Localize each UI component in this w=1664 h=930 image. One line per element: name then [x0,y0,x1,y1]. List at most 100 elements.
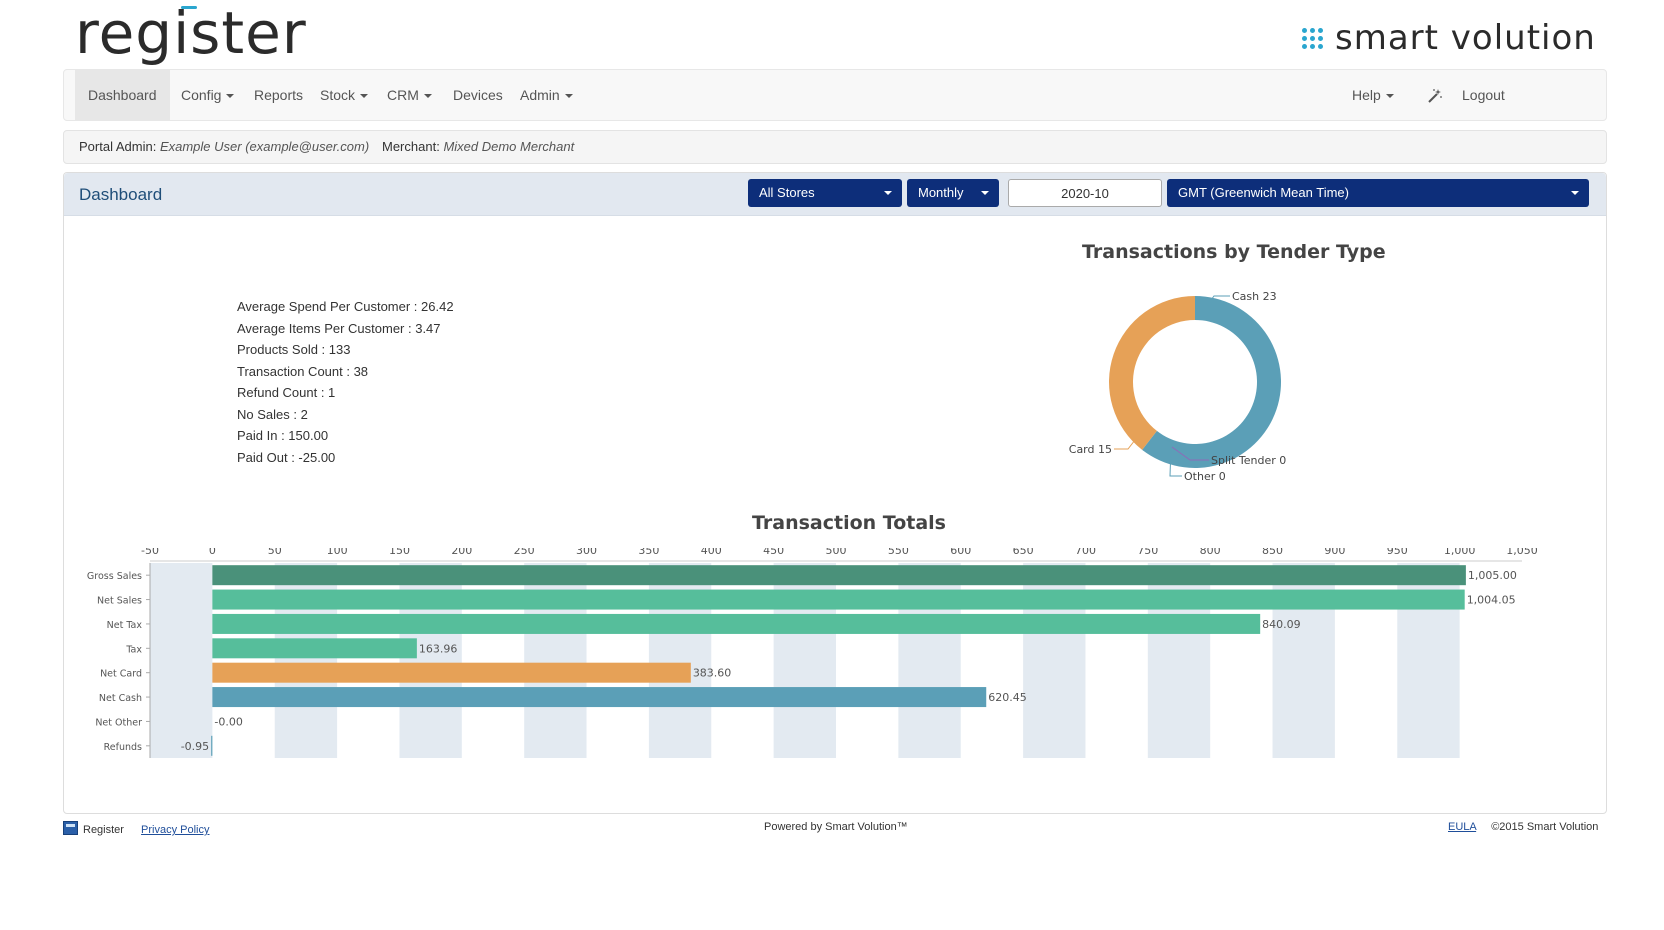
pie-leader-line [1114,430,1143,450]
nav-logout[interactable]: Logout [1447,70,1520,120]
bar-value-label: 620.45 [988,691,1027,704]
pie-data-label: Other 0 [1184,470,1226,483]
stat-no-sales: No Sales : 2 [237,406,308,422]
store-select-value: All Stores [759,185,815,200]
stat-paid-out: Paid Out : -25.00 [237,449,336,465]
period-select[interactable]: Monthly [907,179,999,207]
store-select[interactable]: All Stores [748,179,902,207]
footer-app-name: Register [83,824,124,836]
merchant-info: Merchant: Mixed Demo Merchant [382,131,574,163]
x-tick-label: 850 [1262,548,1283,557]
x-tick-label: 200 [451,548,472,557]
bar-chart-title: Transaction Totals [752,512,946,534]
pie-slice-cash[interactable] [1142,296,1281,468]
bar-net-sales[interactable] [212,589,1465,610]
date-input[interactable]: 2020-10 [1008,179,1162,207]
nav-logout-label: Logout [1462,87,1505,103]
x-tick-label: 0 [209,548,216,557]
stat-avg-spend: Average Spend Per Customer : 26.42 [237,299,454,314]
nav-reports-label: Reports [254,87,304,103]
x-tick-label: 450 [763,548,784,557]
stat-refund-count: Refund Count : 1 [237,385,336,400]
x-tick-label: 900 [1324,548,1345,557]
nav-crm[interactable]: CRM [374,70,445,120]
eula-link[interactable]: EULA [1448,821,1477,833]
nav-help-label: Help [1352,87,1381,103]
x-tick-label: 350 [638,548,659,557]
chevron-down-icon [884,191,892,195]
x-tick-label: 1,000 [1444,548,1476,557]
x-tick-label: 300 [576,548,597,557]
footer-powered-by: Powered by Smart Volution™ [764,821,908,833]
bar-gross-sales[interactable] [212,565,1466,586]
portal-admin-value: Example User (example@user.com) [159,139,370,154]
footer-left: Register Privacy Policy [63,821,210,836]
nav-reports[interactable]: Reports [241,70,316,120]
x-tick-label: 950 [1387,548,1408,557]
chevron-down-icon [360,94,369,99]
timezone-select[interactable]: GMT (Greenwich Mean Time) [1167,179,1589,207]
x-tick-label: 250 [514,548,535,557]
chevron-down-icon [564,94,573,99]
stat-avg-items: Average Items Per Customer : 3.47 [237,320,441,336]
bar-value-label: 1,004.05 [1467,594,1516,607]
nav-dashboard[interactable]: Dashboard [75,70,170,120]
chevron-down-icon [226,94,235,99]
logo-accent-mark [181,6,197,9]
nav-stock[interactable]: Stock [307,70,381,120]
pie-leader-line [1199,295,1230,316]
bar-net-cash[interactable] [212,687,987,708]
x-tick-label: 1,050 [1506,548,1538,557]
bar-net-card[interactable] [212,662,691,683]
x-tick-label: 500 [826,548,847,557]
x-tick-label: 700 [1075,548,1096,557]
y-category-label: Gross Sales [87,571,142,582]
smart-volution-logo: smart volution [1302,14,1596,62]
nav-config[interactable]: Config [168,70,247,120]
bar-value-label: 383.60 [693,667,732,680]
panel-title: Dashboard [79,185,163,204]
chevron-down-icon [1571,191,1579,195]
nav-admin-label: Admin [520,87,560,103]
y-category-label: Tax [125,644,142,655]
nav-devices[interactable]: Devices [440,70,516,120]
chevron-down-icon [981,191,989,195]
x-tick-label: 750 [1137,548,1158,557]
x-tick-label: 400 [701,548,722,557]
pie-data-label: Split Tender 0 [1211,454,1286,467]
y-category-label: Net Tax [107,620,143,631]
footer-copyright: ©2015 Smart Volution [1491,821,1599,833]
magic-wand-icon [1428,89,1442,104]
timezone-select-value: GMT (Greenwich Mean Time) [1178,185,1349,200]
magic-wand-button[interactable] [1414,70,1456,120]
portal-admin-info: Portal Admin: Example User (example@user… [79,131,369,163]
stat-products-sold: Products Sold : 133 [237,342,351,357]
nav-config-label: Config [181,87,222,103]
stat-paid-in: Paid In : 150.00 [237,428,329,443]
pie-data-label: Card 15 [1069,443,1112,456]
merchant-label: Merchant: [382,139,440,154]
pie-slice-card[interactable] [1109,296,1195,450]
pie-leader-line [1171,446,1209,461]
nav-admin[interactable]: Admin [507,70,586,120]
bar-value-label: -0.95 [181,740,209,753]
bar-value-label: 1,005.00 [1468,569,1517,582]
brand-text: smart volution [1335,18,1596,58]
summary-stats: Average Spend Per Customer : 26.42 Avera… [237,296,454,468]
privacy-policy-link[interactable]: Privacy Policy [141,824,210,836]
bar-net-tax[interactable] [212,613,1261,634]
bar-refunds[interactable] [211,735,213,756]
footer-right: EULA ©2015 Smart Volution [1448,821,1598,833]
x-tick-label: 100 [327,548,348,557]
chevron-down-icon [1385,94,1394,99]
nav-help[interactable]: Help [1339,70,1407,120]
bar-value-label: -0.00 [214,715,242,728]
x-tick-label: 150 [389,548,410,557]
chevron-down-icon [423,94,432,99]
y-category-label: Refunds [104,742,142,753]
x-tick-label: 800 [1200,548,1221,557]
register-logo[interactable]: register [75,0,307,66]
bar-tax[interactable] [212,638,417,659]
main-navbar: Dashboard Config Reports Stock CRM Devic… [63,69,1607,121]
x-tick-label: 600 [950,548,971,557]
